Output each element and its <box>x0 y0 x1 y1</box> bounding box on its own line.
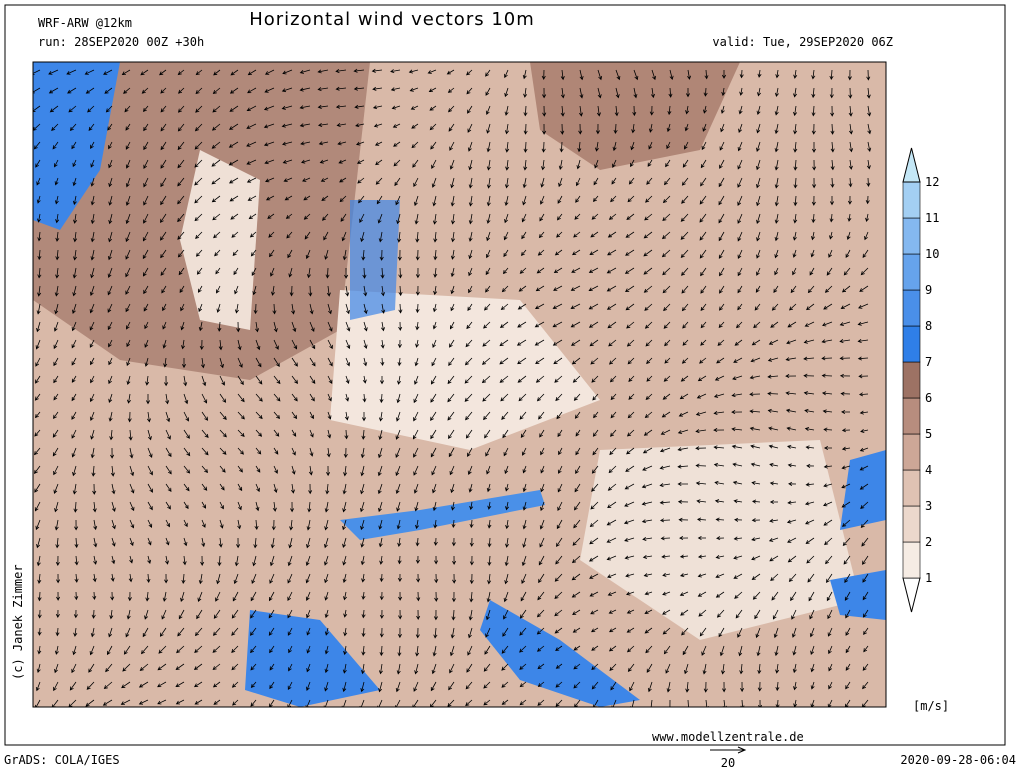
colorbar-segment <box>902 253 921 291</box>
model-label: WRF-ARW @12km <box>38 16 132 30</box>
sea-blue <box>33 62 120 230</box>
colorbar-label: 5 <box>925 427 932 441</box>
sea-blue <box>840 450 886 530</box>
colorbar-label: 10 <box>925 247 939 261</box>
reference-arrow-head <box>737 746 747 754</box>
unit-label: [m/s] <box>913 699 949 713</box>
colorbar-label: 1 <box>925 571 932 585</box>
run-label: run: 28SEP2020 00Z +30h <box>38 35 204 49</box>
colorbar-segment <box>902 505 921 543</box>
colorbar-label: 9 <box>925 283 932 297</box>
colorbar-segment <box>902 397 921 435</box>
colorbar-label: 6 <box>925 391 932 405</box>
wind-arrows <box>33 68 872 707</box>
sea-blue <box>480 600 640 707</box>
sea-blue <box>350 200 400 320</box>
map-border <box>32 61 887 708</box>
colorbar-label: 11 <box>925 211 939 225</box>
software-label: GrADS: COLA/IGES <box>4 753 120 767</box>
colorbar-top-cap <box>902 147 921 183</box>
colorbar-segment <box>902 361 921 399</box>
colorbar-label: 4 <box>925 463 932 477</box>
copyright: (c) Janek Zimmer <box>11 564 25 680</box>
colorbar-segment <box>902 433 921 471</box>
colorbar-label: 8 <box>925 319 932 333</box>
sea-blue <box>245 610 380 707</box>
arrow-field <box>33 68 872 707</box>
valid-label: valid: Tue, 29SEP2020 06Z <box>712 35 893 49</box>
land-light <box>330 290 600 450</box>
colorbar-segment <box>902 289 921 327</box>
map <box>32 61 887 708</box>
frame <box>4 4 1006 746</box>
colorbar-label: 12 <box>925 175 939 189</box>
colorbar-bottom-cap <box>902 577 921 613</box>
land-light <box>180 150 260 330</box>
website: www.modellzentrale.de <box>652 730 804 744</box>
colorbar-segment <box>902 541 921 579</box>
colorbar-segment <box>902 469 921 507</box>
colorbar-segment <box>902 325 921 363</box>
colorbar-segment <box>902 217 921 255</box>
sea-blue <box>830 570 886 620</box>
mountains-blue <box>340 490 545 540</box>
chart-title: Horizontal wind vectors 10m <box>249 9 535 30</box>
colorbar-label: 2 <box>925 535 932 549</box>
colorbar-segment <box>902 181 921 219</box>
colorbar-label: 3 <box>925 499 932 513</box>
reference-vector-label: 20 <box>721 756 735 768</box>
timestamp: 2020-09-28-06:04 <box>900 753 1016 767</box>
colorbar-label: 7 <box>925 355 932 369</box>
